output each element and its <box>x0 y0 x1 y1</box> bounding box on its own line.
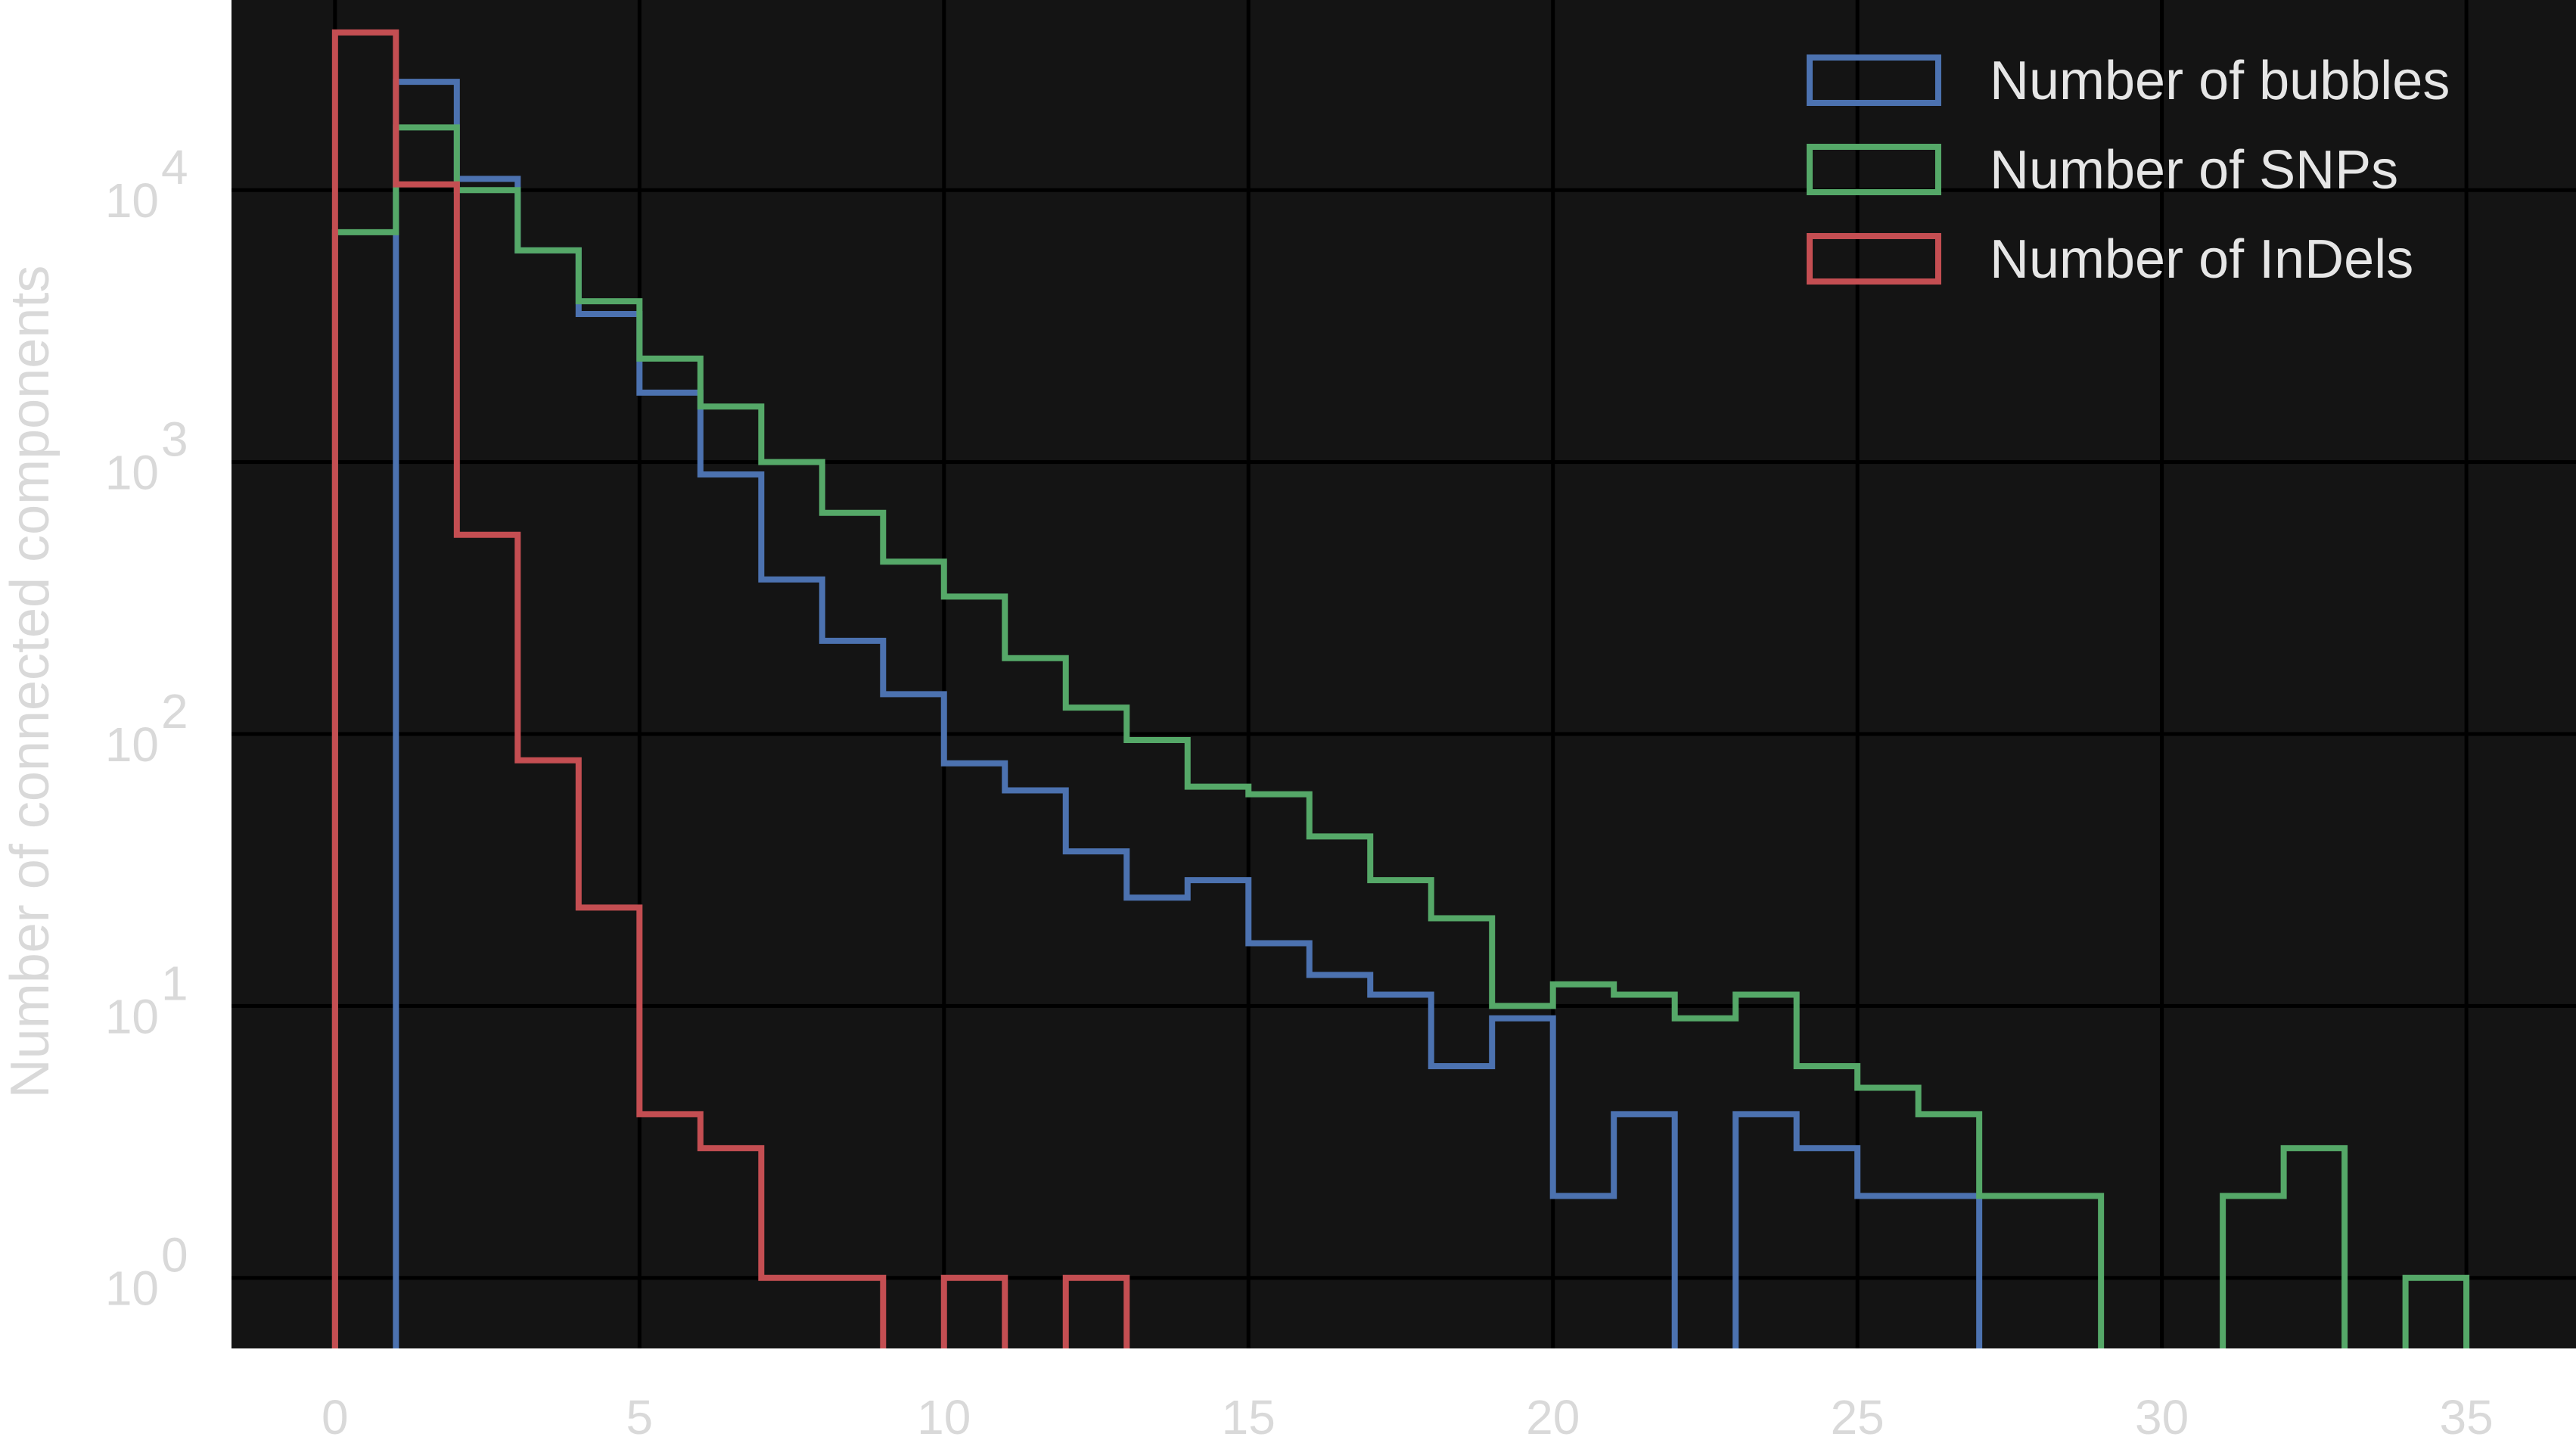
histogram-step <box>1062 1274 1130 1348</box>
histogram-step <box>393 79 1678 1348</box>
plot-area <box>231 0 2576 1348</box>
x-tick-label: 0 <box>322 1390 349 1440</box>
legend-swatch <box>1807 54 1941 106</box>
y-axis-label: Number of connected components <box>0 266 61 1099</box>
x-tick-label: 30 <box>2135 1390 2189 1440</box>
x-axis-ticks: 0 5 10 15 20 25 30 35 <box>322 1390 2494 1440</box>
svg-text:1: 1 <box>161 956 188 1010</box>
x-tick-label: 35 <box>2440 1390 2494 1440</box>
histogram-step <box>2220 1145 2348 1348</box>
y-tick-label: 103 <box>105 412 188 500</box>
legend-item: Number of SNPs <box>1807 140 2398 201</box>
series-layer <box>331 29 2470 1348</box>
legend: Number of bubbles Number of SNPs Number of… <box>1807 51 2450 290</box>
svg-text:10: 10 <box>105 717 159 772</box>
svg-text:0: 0 <box>161 1228 188 1283</box>
x-tick-label: 10 <box>917 1390 971 1440</box>
svg-text:3: 3 <box>161 412 188 467</box>
histogram-step <box>331 29 887 1348</box>
grid-lines <box>231 0 2576 1348</box>
legend-swatch <box>1807 144 1941 195</box>
svg-text:10: 10 <box>105 989 159 1043</box>
x-tick-label: 15 <box>1222 1390 1276 1440</box>
svg-text:10: 10 <box>105 446 159 500</box>
series-1 <box>393 79 1983 1348</box>
histogram-step <box>2402 1274 2470 1348</box>
svg-text:10: 10 <box>105 1261 159 1316</box>
histogram-step <box>940 1274 1008 1348</box>
legend-item: Number of InDels <box>1807 229 2413 290</box>
legend-item: Number of bubbles <box>1807 51 2450 111</box>
y-tick-label: 104 <box>105 140 188 228</box>
legend-swatch <box>1807 233 1941 285</box>
y-tick-label: 101 <box>105 956 188 1043</box>
x-tick-label: 25 <box>1831 1390 1885 1440</box>
svg-text:10: 10 <box>105 173 159 228</box>
histogram-step <box>1732 1111 1983 1348</box>
legend-label: Number of bubbles <box>1990 51 2450 111</box>
x-tick-label: 20 <box>1526 1390 1580 1440</box>
series-3 <box>331 29 1130 1348</box>
legend-label: Number of SNPs <box>1990 140 2398 201</box>
legend-label: Number of InDels <box>1990 229 2413 290</box>
series-2 <box>331 124 2470 1348</box>
svg-text:2: 2 <box>161 684 188 739</box>
svg-text:4: 4 <box>161 140 188 194</box>
histogram-step <box>331 124 2105 1348</box>
y-tick-label: 102 <box>105 684 188 772</box>
y-tick-label: 100 <box>105 1228 188 1316</box>
x-tick-label: 5 <box>626 1390 654 1440</box>
